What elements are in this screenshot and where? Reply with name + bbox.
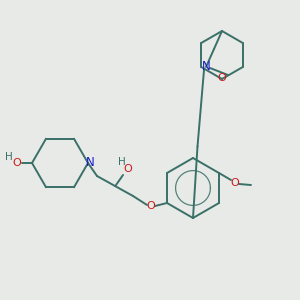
Text: N: N (202, 61, 210, 74)
Text: O: O (147, 201, 155, 211)
Text: O: O (218, 73, 226, 83)
Text: H: H (5, 152, 13, 162)
Text: O: O (231, 178, 239, 188)
Text: H: H (118, 157, 126, 167)
Text: O: O (13, 158, 21, 168)
Text: N: N (85, 157, 94, 169)
Text: O: O (124, 164, 132, 174)
